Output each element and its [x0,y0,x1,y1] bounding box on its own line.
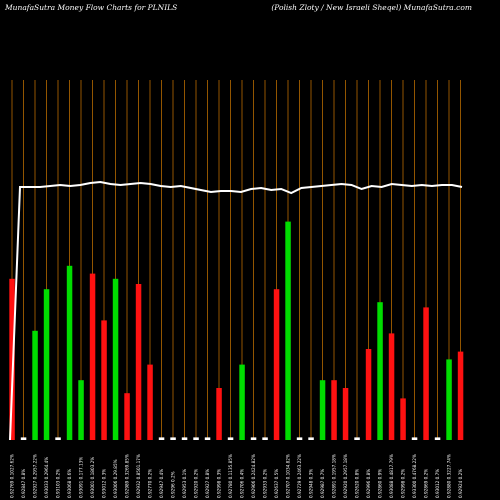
x-tick-label: 0.92729 0.2463.22% [297,454,302,498]
x-tick-label: 0.93300 0.4768.22% [412,454,417,498]
x-tick-label: 0.92637 0.5% [274,469,279,498]
x-tick-label: 0.92948 0.3% [309,469,314,498]
x-tick-label: 0.92998 0.2% [401,469,406,498]
x-tick-labels: 0.92769 0.1027.62% 0.92847 0.8% 0.92927 0.… [10,454,464,498]
money-flow-bar [227,437,234,440]
chart-subtitle: (Polish Zloty / New Israeli Sheqel) Muna… [271,3,472,12]
x-tick-label: 0.93068 0.6% [67,469,72,498]
x-tick-label: 0.92924 0.2% [458,469,463,498]
x-tick-label: 0.92987 0.7% [320,469,325,498]
x-tick-label: 0.92998 0.3% [217,469,222,498]
x-tick-label: 0.92620 0.8% [355,469,360,498]
x-tick-label: 0.92947 0.4% [159,469,164,498]
x-tick-label: 0.93012 0.7% [435,469,440,498]
money-flow-bar [423,307,429,440]
x-tick-label: 0.93033 0.2964.4% [44,457,49,498]
money-flow-bar [124,393,130,440]
chart-title: MunafaSutra Money Flow Charts for PLNILS [5,3,178,12]
x-tick-label: 0.9296 0.2% [171,471,176,498]
x-tick-label: 0.92920 0.2% [194,469,199,498]
money-flow-bar [250,437,257,440]
x-tick-label: 0.93001 0.1803.2% [90,457,95,498]
x-tick-label: 0.92869 0.2% [424,469,429,498]
x-tick-label: 0.93012 0.3% [102,469,107,498]
money-flow-bar [170,437,176,440]
money-flow-bar [331,380,337,440]
money-flow-bar [457,351,464,440]
money-flow-bar [32,330,38,440]
x-tick-label: 0.92906 0.2424.82% [251,454,256,498]
x-tick-label: 0.92996 0.8% [366,469,371,498]
money-flow-bar [411,437,418,440]
x-tick-label: 0.92927 0.2957.22% [33,454,38,498]
money-flow-bar [101,320,107,440]
money-flow-bar [446,359,452,440]
money-flow-bar [342,388,349,440]
x-tick-label: 0.92707 0.1034.82% [286,454,291,498]
x-tick-label: 0.93091 0.177.13% [79,457,84,498]
x-tick-label: 0.92880 0.3227.74% [447,454,452,498]
x-tick-label: 0.92847 0.8% [21,469,26,498]
money-flow-bar [273,289,280,440]
money-flow-bar [20,437,27,440]
x-tick-label: 0.92706 0.4% [240,469,245,498]
money-flow-bar [66,265,73,440]
x-tick-label: 0.92769 0.1027.62% [10,454,15,498]
x-tick-label: 0.93103 0.2% [56,469,61,498]
money-flow-bar [216,388,222,440]
money-flow-bar [43,289,50,440]
money-flow-bar [204,437,211,440]
x-tick-label: 0.92927 0.8% [205,469,210,498]
money-flow-bar [400,398,406,440]
money-flow-bar [354,437,360,440]
x-tick-label: 0.92932 0.8501.17% [136,454,141,498]
money-flow-bar [262,437,268,440]
money-flow-bars [9,221,464,440]
x-tick-label: 0.92770 0.2% [148,469,153,498]
money-flow-bar [193,437,199,440]
money-flow-bar [319,380,326,440]
x-tick-label: 0.92920 0.2957.18% [343,454,348,498]
money-flow-bar [78,380,84,440]
money-flow-bar [147,364,153,440]
money-flow-bar [239,364,245,440]
money-flow-bar [296,437,303,440]
money-flow-bar [55,437,61,440]
price-line-group [9,180,463,441]
money-flow-bar [89,273,96,440]
x-tick-label: 0.93088 0.4817.79% [389,454,394,498]
money-flow-bar [181,437,188,440]
money-flow-bar [308,437,314,440]
money-flow-bar [135,284,142,440]
money-flow-bar [434,437,441,440]
money-flow-bar [365,349,372,440]
x-tick-label: 0.92891 0.1957.18% [332,454,337,498]
money-flow-bar [377,302,383,440]
money-flow-bar [9,278,15,440]
x-tick-label: 0.92780 0.1135.85% [228,454,233,498]
x-tick-label: 0.92860 0.9% [378,469,383,498]
x-tick-label: 0.93006 0.29.85% [113,459,118,498]
money-flow-bar [388,333,395,440]
x-tick-label: 0.92989 0.3269.85% [125,454,130,498]
money-flow-bar [158,437,165,440]
price-line [9,180,463,441]
money-flow-bar [285,221,291,440]
x-tick-label: 0.92933 0.2% [263,469,268,498]
money-flow-bar [112,278,119,440]
x-tick-label: 0.92953 0.1% [182,469,187,498]
